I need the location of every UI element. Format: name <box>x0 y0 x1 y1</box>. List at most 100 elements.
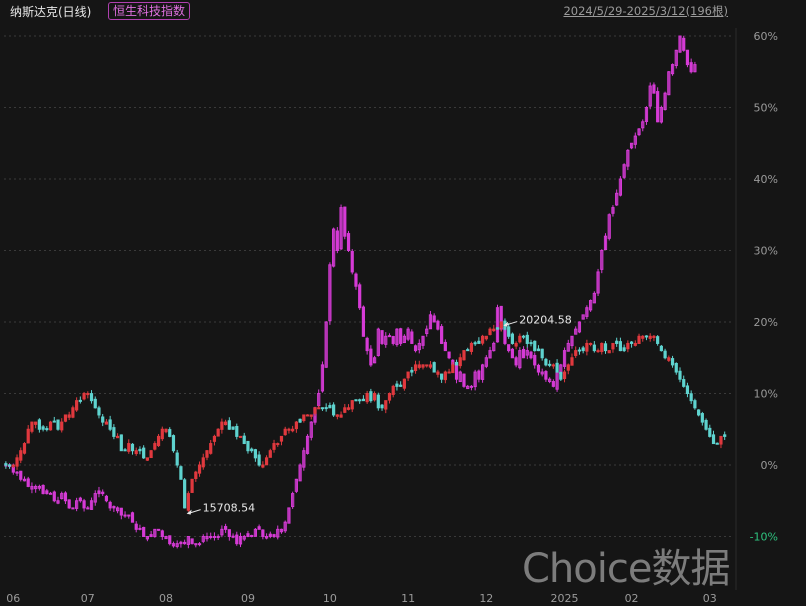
candle-body <box>402 335 406 344</box>
candle-body <box>454 361 459 366</box>
candle-body <box>130 512 135 523</box>
candle-body <box>294 421 298 430</box>
candle-body <box>492 328 496 332</box>
candle-body <box>648 85 652 107</box>
candle-body <box>305 435 310 454</box>
candle-body <box>264 536 269 539</box>
candle-body <box>376 394 380 409</box>
candle-body <box>261 529 265 537</box>
candle-body <box>30 485 34 490</box>
y-tick-label: 30% <box>754 245 778 258</box>
candle-body <box>507 344 511 352</box>
y-tick-label: 10% <box>754 388 778 401</box>
y-tick-label: 20% <box>754 316 778 329</box>
candle-body <box>611 342 615 350</box>
candle-body <box>592 344 596 352</box>
candle-body <box>402 378 406 389</box>
candle-body <box>294 478 298 492</box>
candle-body <box>555 362 559 373</box>
candle-body <box>678 370 682 380</box>
candle-body <box>488 350 492 359</box>
candle-body <box>56 500 60 504</box>
candle-body <box>548 378 552 383</box>
compare-series <box>4 35 697 549</box>
candle-body <box>585 342 589 352</box>
candle-body <box>454 364 459 380</box>
candle-body <box>521 348 526 359</box>
candle-body <box>469 385 474 388</box>
candle-body <box>183 541 187 545</box>
candle-body <box>391 385 395 395</box>
candle-body <box>380 330 384 344</box>
candle-body <box>521 335 526 338</box>
candle-body <box>317 407 321 410</box>
candle-body <box>197 464 202 474</box>
candle-body <box>145 457 149 461</box>
candle-body <box>272 443 276 450</box>
candle-body <box>41 426 45 430</box>
candle-body <box>723 434 727 437</box>
candle-body <box>536 364 541 373</box>
candle-body <box>507 326 511 337</box>
annotation-arrowhead <box>186 509 192 515</box>
candle-body <box>466 385 470 390</box>
candle-body <box>7 464 12 467</box>
candle-body <box>682 379 686 387</box>
candle-body <box>577 349 582 352</box>
candle-body <box>480 335 485 344</box>
candle-body <box>15 471 19 474</box>
candle-body <box>462 350 466 361</box>
candle-body <box>492 342 496 352</box>
candle-body <box>674 49 678 67</box>
candle-body <box>309 421 313 438</box>
candle-body <box>559 372 563 380</box>
candle-body <box>667 71 671 96</box>
candle-body <box>52 491 56 502</box>
candle-body <box>346 407 351 410</box>
candle-body <box>689 62 693 73</box>
date-range-label[interactable]: 2024/5/29-2025/3/12(196根) <box>563 4 728 18</box>
y-tick-label: 0% <box>761 459 778 472</box>
x-tick-label: 12 <box>479 592 493 605</box>
candle-body <box>365 337 369 352</box>
candle-body <box>119 434 123 452</box>
candle-body <box>428 364 433 368</box>
candle-body <box>175 543 179 547</box>
candle-body <box>562 371 567 380</box>
candle-body <box>514 342 518 347</box>
candle-body <box>339 207 343 250</box>
candle-body <box>82 500 86 509</box>
candle-body <box>93 398 97 409</box>
candle-body <box>224 526 228 530</box>
candle-body <box>153 528 157 538</box>
candle-body <box>410 369 414 373</box>
x-tick-label: 02 <box>625 592 639 605</box>
candle-body <box>447 351 451 359</box>
candle-body <box>190 538 194 545</box>
candle-body <box>652 335 656 339</box>
candle-body <box>685 49 690 66</box>
candle-body <box>562 350 567 367</box>
candle-body <box>231 535 235 538</box>
x-tick-label: 08 <box>159 592 173 605</box>
compare-series-tag[interactable]: 恒生科技指数 <box>108 2 191 20</box>
candle-body <box>466 349 470 352</box>
candle-body <box>376 328 380 357</box>
candle-body <box>615 192 619 206</box>
candle-body <box>197 543 202 546</box>
candle-body <box>600 250 604 270</box>
candle-body <box>287 428 291 431</box>
candle-body <box>332 228 336 267</box>
candle-body <box>540 348 544 359</box>
candle-body <box>19 470 23 480</box>
candle-body <box>596 350 600 353</box>
candle-body <box>56 419 60 430</box>
candle-body <box>82 393 86 400</box>
candle-body <box>75 400 79 411</box>
candle-body <box>309 414 313 417</box>
y-tick-label: 60% <box>754 30 778 43</box>
candle-body <box>674 362 678 373</box>
candle-body <box>123 449 127 452</box>
candle-body <box>719 435 723 445</box>
